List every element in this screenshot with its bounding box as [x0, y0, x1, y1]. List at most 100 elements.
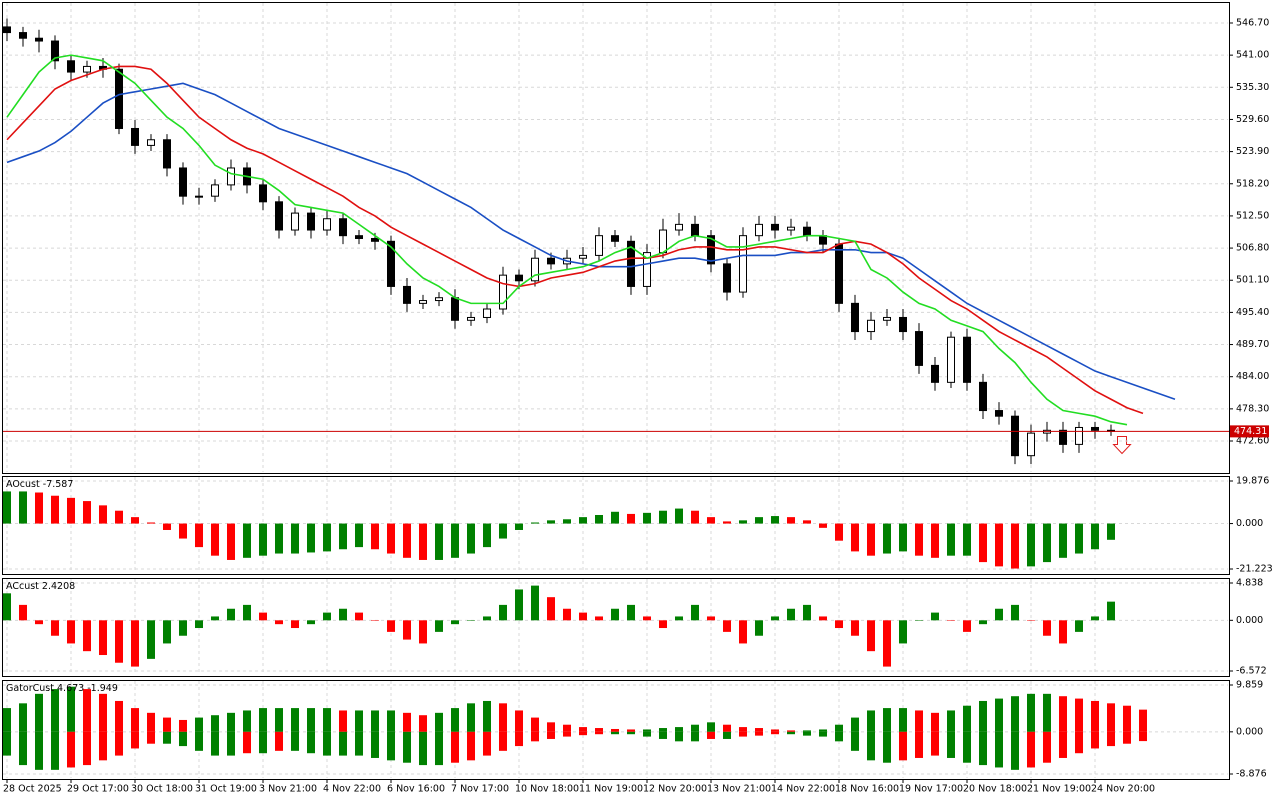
- histogram-bar: [595, 514, 603, 524]
- histogram-bar: [931, 523, 939, 558]
- y-tick-label: 19.876: [1236, 476, 1269, 487]
- candle-body: [771, 223, 779, 231]
- histogram-bar: [547, 597, 555, 621]
- indicator-value: -1.949: [87, 683, 118, 694]
- histogram-bar: [467, 620, 475, 621]
- histogram-bar: [771, 516, 779, 524]
- histogram-bar: [691, 510, 699, 524]
- histogram-bar: [483, 523, 491, 548]
- gator-bar: [67, 731, 75, 768]
- histogram-bar: [1043, 620, 1051, 636]
- histogram-bar: [195, 620, 203, 629]
- histogram-bar: [51, 495, 59, 524]
- histogram-bar: [947, 523, 955, 556]
- candle-body: [851, 302, 859, 333]
- candle-body: [211, 184, 219, 197]
- gator-bar: [499, 731, 507, 751]
- histogram-bar: [323, 523, 331, 552]
- histogram-bar: [531, 522, 539, 524]
- histogram-bar: [515, 523, 523, 530]
- gator-bar: [723, 724, 731, 732]
- x-tick-label: 28 Oct 2025: [3, 784, 62, 795]
- candle-body: [835, 243, 843, 304]
- histogram-bar: [915, 620, 923, 621]
- gator-bar: [611, 728, 619, 732]
- gator-bar: [771, 729, 779, 732]
- gator-bar: [1043, 731, 1051, 763]
- gator-bar: [915, 710, 923, 732]
- gator-bar: [1123, 705, 1131, 732]
- histogram-bar: [979, 523, 987, 563]
- histogram-bar: [307, 620, 315, 625]
- histogram-bar: [403, 523, 411, 558]
- gator-bar: [435, 731, 443, 766]
- histogram-bar: [755, 620, 763, 636]
- histogram-bar: [755, 517, 763, 524]
- histogram-bar: [547, 520, 555, 524]
- histogram-bar: [115, 620, 123, 663]
- histogram-bar: [323, 612, 331, 621]
- gator-bar: [483, 731, 491, 756]
- histogram-bar: [1059, 523, 1067, 558]
- candle-body: [611, 235, 619, 242]
- y-tick-label: -21.223: [1236, 564, 1273, 575]
- histogram-bar: [131, 517, 139, 524]
- candle-body: [947, 336, 955, 383]
- gator-bar: [1059, 696, 1067, 732]
- gator-bar: [259, 708, 267, 732]
- y-tick-label: 518.20: [1236, 178, 1269, 189]
- y-tick-label: -6.572: [1236, 666, 1267, 677]
- y-tick-label: 478.30: [1236, 403, 1269, 414]
- gator-bar: [451, 708, 459, 732]
- candle-body: [739, 235, 747, 293]
- candle-body: [259, 184, 267, 203]
- histogram-bar: [963, 523, 971, 556]
- candle-body: [307, 212, 315, 231]
- histogram-bar: [1043, 523, 1051, 563]
- gator-bar: [403, 712, 411, 732]
- candle-body: [691, 223, 699, 237]
- gator-bar: [435, 712, 443, 732]
- histogram-bar: [563, 519, 571, 524]
- candle-body: [915, 331, 923, 366]
- candle-body: [899, 316, 907, 333]
- histogram-bar: [819, 616, 827, 621]
- gator-bar: [1139, 731, 1147, 742]
- y-tick-label: 4.838: [1236, 578, 1263, 589]
- gator-bar: [579, 727, 587, 732]
- histogram-bar: [835, 523, 843, 541]
- histogram-bar: [851, 523, 859, 552]
- gator-bar: [819, 729, 827, 732]
- x-tick-label: 31 Oct 19:00: [195, 784, 257, 795]
- histogram-bar: [803, 520, 811, 524]
- histogram-bar: [259, 523, 267, 556]
- x-tick-label: 19 Nov 17:00: [899, 784, 963, 795]
- histogram-bar: [115, 510, 123, 524]
- gator-bar: [1075, 731, 1083, 754]
- candle-body: [723, 263, 731, 293]
- gator-bar: [659, 728, 667, 732]
- histogram-bar: [451, 620, 459, 625]
- histogram-bar: [163, 523, 171, 530]
- gator-bar: [147, 712, 155, 732]
- gator-bar: [643, 729, 651, 732]
- gator-bar: [83, 731, 91, 766]
- gator-bar: [3, 708, 11, 732]
- histogram-bar: [515, 589, 523, 621]
- histogram-bar: [579, 517, 587, 524]
- gator-bar: [131, 708, 139, 732]
- ao-panel-frame: [2, 476, 1230, 575]
- histogram-bar: [227, 523, 235, 560]
- gator-bar: [547, 722, 555, 732]
- histogram-bar: [67, 620, 75, 644]
- gator-bar: [979, 700, 987, 732]
- histogram-bar: [355, 523, 363, 548]
- gator-bar: [483, 700, 491, 732]
- histogram-bar: [883, 620, 891, 667]
- gator-bar: [851, 731, 859, 751]
- histogram-bar: [595, 616, 603, 621]
- gator-bar: [1027, 731, 1035, 768]
- gator-bar: [99, 731, 107, 761]
- histogram-bar: [275, 523, 283, 554]
- candle-body: [355, 235, 363, 239]
